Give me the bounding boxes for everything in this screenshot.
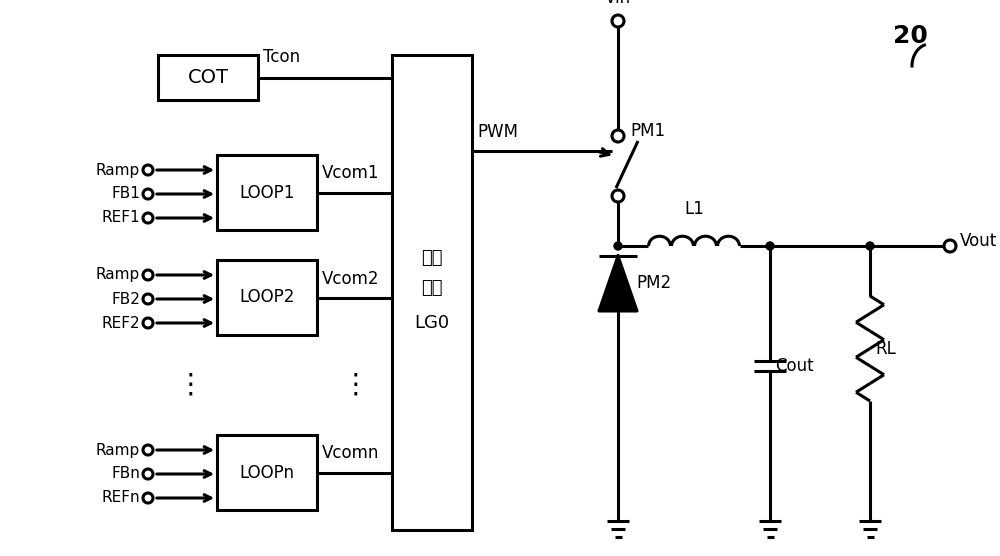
Text: L1: L1 xyxy=(684,200,704,218)
Circle shape xyxy=(143,189,153,199)
Text: PM2: PM2 xyxy=(636,275,671,292)
Text: Ramp: Ramp xyxy=(96,443,140,458)
Text: 逻辑: 逻辑 xyxy=(421,249,443,266)
Bar xyxy=(217,260,317,335)
Text: COT: COT xyxy=(188,68,228,87)
Circle shape xyxy=(143,469,153,479)
Text: Cout: Cout xyxy=(775,357,814,375)
Text: LG0: LG0 xyxy=(414,314,450,331)
Text: ⋮: ⋮ xyxy=(176,371,204,399)
Text: Vcom2: Vcom2 xyxy=(322,270,380,287)
Text: Tcon: Tcon xyxy=(263,47,300,66)
Circle shape xyxy=(614,242,622,250)
Text: Ramp: Ramp xyxy=(96,162,140,177)
Text: Vin: Vin xyxy=(605,0,631,7)
Bar xyxy=(217,155,317,230)
Text: FB2: FB2 xyxy=(111,291,140,306)
Polygon shape xyxy=(599,256,637,311)
Circle shape xyxy=(143,165,153,175)
Text: 20: 20 xyxy=(893,24,927,48)
Text: LOOP1: LOOP1 xyxy=(239,183,295,201)
Circle shape xyxy=(143,445,153,455)
Text: 电路: 电路 xyxy=(421,279,443,296)
Text: LOOP2: LOOP2 xyxy=(239,289,295,306)
Bar xyxy=(158,55,258,100)
Circle shape xyxy=(143,294,153,304)
Text: RL: RL xyxy=(875,340,896,358)
Circle shape xyxy=(612,130,624,142)
Circle shape xyxy=(766,242,774,250)
Circle shape xyxy=(612,15,624,27)
Text: Vcom1: Vcom1 xyxy=(322,165,380,182)
Circle shape xyxy=(143,318,153,328)
Text: Vcomn: Vcomn xyxy=(322,444,379,463)
Text: Vout: Vout xyxy=(960,232,997,250)
Bar xyxy=(217,435,317,510)
Text: ⋮: ⋮ xyxy=(341,371,369,399)
Text: REF1: REF1 xyxy=(101,211,140,226)
Bar xyxy=(392,55,472,530)
Circle shape xyxy=(143,270,153,280)
Text: FBn: FBn xyxy=(111,466,140,481)
Circle shape xyxy=(866,242,874,250)
Circle shape xyxy=(612,190,624,202)
Text: Ramp: Ramp xyxy=(96,267,140,282)
Text: LOOPn: LOOPn xyxy=(240,464,294,481)
Text: REFn: REFn xyxy=(101,490,140,505)
Text: FB1: FB1 xyxy=(111,186,140,201)
Circle shape xyxy=(143,213,153,223)
Text: PWM: PWM xyxy=(477,123,518,141)
Circle shape xyxy=(944,240,956,252)
Text: PM1: PM1 xyxy=(630,122,665,140)
Circle shape xyxy=(143,493,153,503)
Text: REF2: REF2 xyxy=(101,315,140,330)
